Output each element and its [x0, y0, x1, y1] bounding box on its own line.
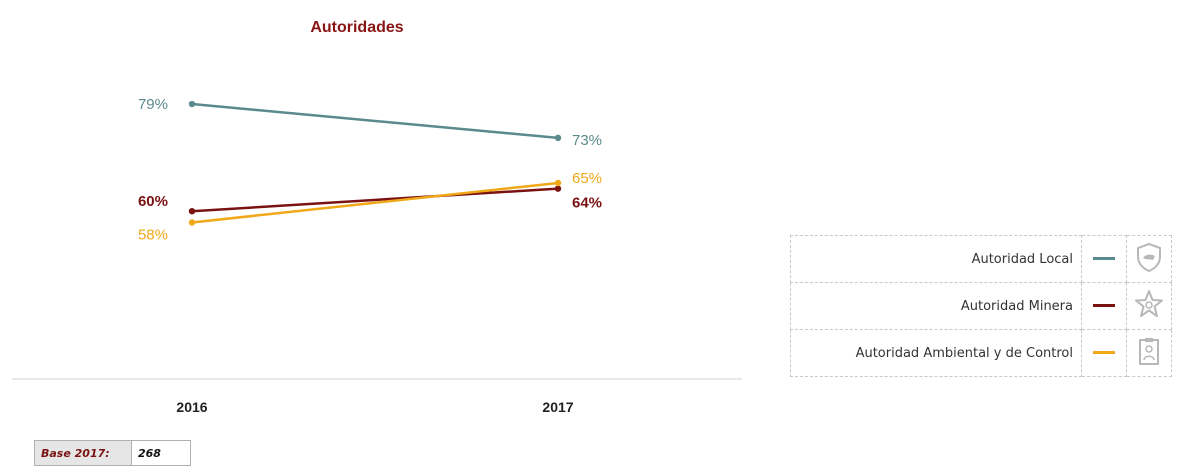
- data-label: 58%: [138, 226, 168, 243]
- data-label: 64%: [572, 195, 602, 212]
- base-label: Base 2017:: [34, 440, 132, 466]
- star-icon: [1135, 289, 1163, 317]
- legend-label: Autoridad Ambiental y de Control: [790, 329, 1082, 377]
- legend-swatch: [1081, 329, 1127, 377]
- data-label: 65%: [572, 170, 602, 187]
- series-line: [191, 102, 559, 140]
- legend-item-autoridad-ambiental: Autoridad Ambiental y de Control: [790, 329, 1172, 377]
- data-point: [554, 134, 562, 142]
- legend-swatch: [1081, 282, 1127, 330]
- legend-item-autoridad-minera: Autoridad Minera: [790, 282, 1172, 330]
- data-label: 73%: [572, 132, 602, 149]
- data-point: [554, 179, 562, 187]
- data-point: [188, 219, 196, 226]
- series-line: [191, 187, 559, 213]
- data-point: [188, 100, 196, 108]
- legend-item-autoridad-local: Autoridad Local: [790, 235, 1172, 283]
- series-line: [191, 181, 559, 224]
- x-tick-2016: 2016: [176, 399, 207, 415]
- legend-swatch: [1081, 235, 1127, 283]
- x-tick-2017: 2017: [542, 399, 573, 415]
- data-label: 60%: [138, 193, 168, 210]
- legend-label: Autoridad Local: [790, 235, 1082, 283]
- base-value: 268: [131, 440, 191, 466]
- base-table: Base 2017: 268: [34, 440, 191, 466]
- chart-title: Autoridades: [310, 19, 403, 36]
- clipboard-icon: [1139, 337, 1159, 365]
- data-point: [188, 208, 196, 215]
- shield-icon: [1137, 242, 1161, 272]
- legend-label: Autoridad Minera: [790, 282, 1082, 330]
- legend: Autoridad Local Autoridad Minera Autorid…: [790, 235, 1172, 377]
- data-label: 79%: [138, 96, 168, 113]
- data-point: [554, 185, 562, 192]
